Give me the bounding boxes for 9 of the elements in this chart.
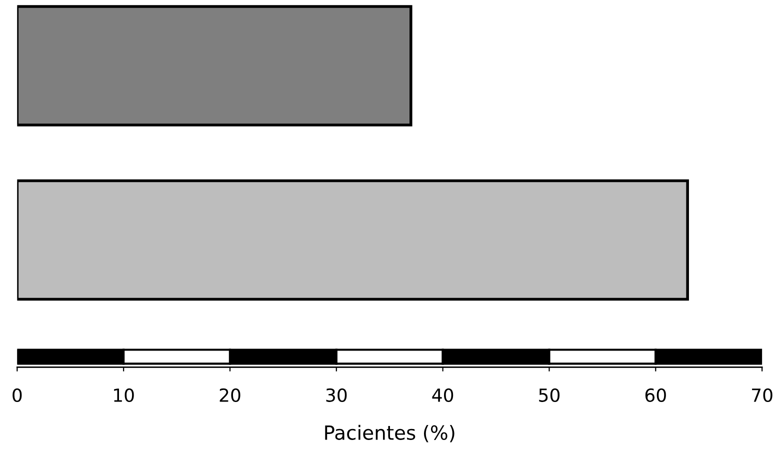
x-tick-label: 10 <box>114 388 134 402</box>
x-tick-label: 40 <box>432 388 454 402</box>
x-tick-label: 30 <box>326 388 347 402</box>
x-tick-label: 50 <box>539 388 560 402</box>
x-axis-title: Pacientes (%) <box>325 424 454 442</box>
x-tick-label: 0 <box>12 388 22 402</box>
x-tick-label: 20 <box>220 388 240 402</box>
x-tick-label: 70 <box>752 388 772 402</box>
x-tick-label: 60 <box>645 388 666 402</box>
